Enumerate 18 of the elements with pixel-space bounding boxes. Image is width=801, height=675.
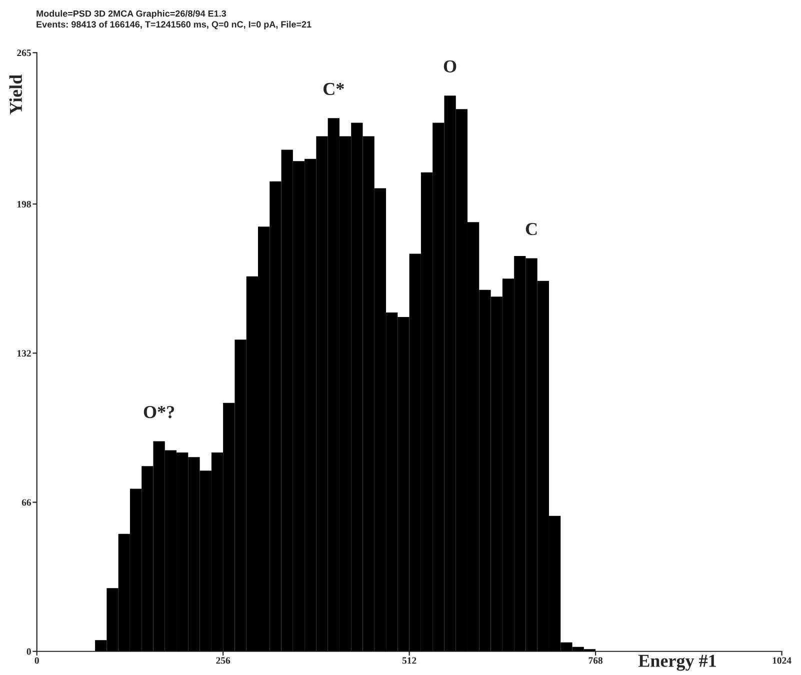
y-tick-label: 198 (17, 200, 31, 208)
y-axis-title: Yield (9, 74, 22, 114)
y-tick-label: 132 (17, 350, 31, 357)
annotation: C (526, 223, 537, 236)
y-tick-label: 66 (22, 499, 32, 506)
x-axis-title: Energy #1 (638, 654, 716, 671)
text: Module=PSD 3D 2MCA Graphic=26/8/94 E1.3 (36, 10, 226, 19)
x-tick-label: 768 (588, 657, 603, 664)
y-tick-label: 0 (26, 648, 31, 655)
x-tick-label: 256 (216, 657, 230, 664)
text: Events: 98413 of 166146, T=1241560 ms, Q=0 nC, I=0 pA, File=21 (36, 20, 312, 30)
annotation: O*? (144, 406, 174, 418)
y-tick-label: 265 (17, 50, 31, 56)
x-tick-label: 1024 (772, 657, 792, 664)
annotation: O (444, 60, 456, 72)
annotation: C* (324, 82, 344, 96)
x-tick-label: 0 (34, 657, 39, 664)
x-tick-label: 512 (402, 657, 416, 664)
